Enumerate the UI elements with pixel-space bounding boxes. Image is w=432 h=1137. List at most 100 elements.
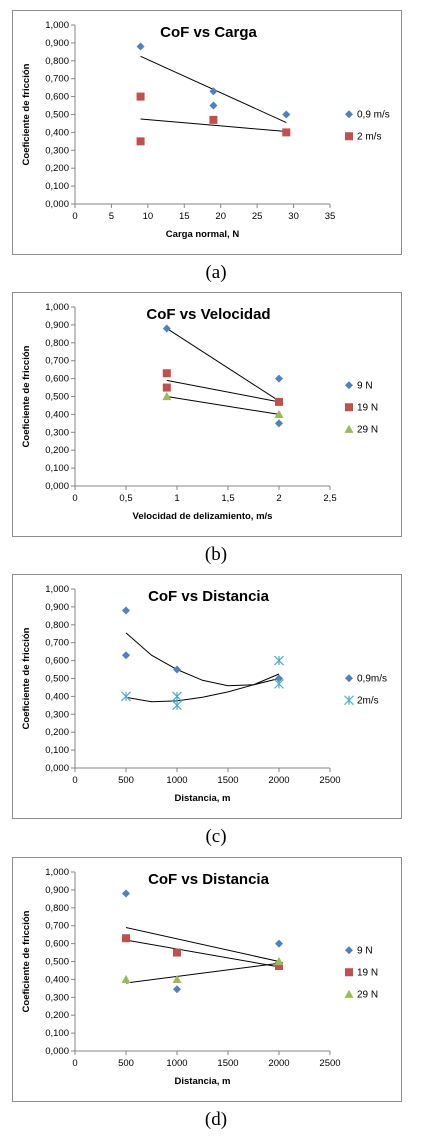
figure-caption: (c) bbox=[205, 826, 227, 847]
legend-label: 2m/s bbox=[357, 696, 379, 707]
x-tick-label: 2000 bbox=[268, 775, 289, 786]
y-tick-label: 0,500 bbox=[45, 674, 69, 685]
chart-panel-c: 0,000 0,100 0,200 0,300 0,400 0,500 0,600 0,700… bbox=[0, 574, 432, 850]
x-tick-label: 2,5 bbox=[323, 493, 336, 504]
figure-caption: (d) bbox=[204, 1109, 228, 1130]
chart-frame: 0,000 0,100 0,200 0,300 0,400 0,500 0,600 0,700… bbox=[12, 292, 402, 537]
data-point bbox=[162, 383, 171, 392]
trendline bbox=[125, 673, 280, 703]
legend-label: 19 N bbox=[357, 968, 378, 979]
legend-marker bbox=[344, 989, 354, 998]
x-axis-label: Carga normal, N bbox=[166, 229, 240, 240]
trendline bbox=[140, 118, 287, 133]
y-tick-label: 0,500 bbox=[45, 957, 69, 968]
y-tick-label: 0,700 bbox=[45, 356, 69, 367]
data-point bbox=[274, 678, 284, 689]
data-point bbox=[274, 957, 284, 966]
x-tick-label: 1 bbox=[174, 493, 179, 504]
data-point bbox=[282, 128, 291, 137]
y-tick-label: 0,900 bbox=[45, 602, 69, 613]
x-tick-label: 1000 bbox=[166, 1058, 187, 1069]
data-point bbox=[122, 934, 130, 943]
x-tick-label: 0 bbox=[72, 775, 77, 786]
x-tick-label: 2000 bbox=[268, 1058, 289, 1069]
chart-svg: 0,000 0,100 0,200 0,300 0,400 0,500 0,600 0,700… bbox=[21, 867, 378, 1087]
chart-panel-a: 0,000 0,100 0,200 0,300 0,400 0,500 0,600 0,700… bbox=[0, 10, 432, 286]
trendline bbox=[125, 927, 280, 962]
data-point bbox=[162, 369, 171, 378]
y-axis-label: Coeficiente de fricción bbox=[21, 345, 32, 447]
x-tick-label: 2500 bbox=[319, 1058, 340, 1069]
x-tick-label: 15 bbox=[179, 211, 190, 222]
chart-title: CoF vs Distancia bbox=[148, 588, 270, 605]
y-tick-label: 0,500 bbox=[45, 110, 69, 121]
data-point bbox=[121, 974, 131, 983]
y-tick-label: 0,600 bbox=[45, 656, 69, 667]
y-tick-label: 0,100 bbox=[45, 1028, 69, 1039]
y-tick-label: 0,400 bbox=[45, 127, 69, 138]
data-point bbox=[274, 409, 284, 418]
data-point bbox=[275, 939, 283, 948]
y-tick-label: 0,000 bbox=[45, 199, 69, 210]
y-tick-label: 0,000 bbox=[45, 481, 69, 492]
y-axis-label: Coeficiente de fricción bbox=[21, 910, 32, 1012]
data-point bbox=[136, 92, 145, 101]
y-tick-label: 1,000 bbox=[45, 584, 69, 595]
x-tick-label: 30 bbox=[288, 211, 299, 222]
x-axis-label: Velocidad de delizamiento, m/s bbox=[133, 511, 273, 522]
y-tick-label: 0,300 bbox=[45, 709, 69, 720]
data-point bbox=[173, 665, 181, 674]
trendline bbox=[166, 328, 280, 402]
y-tick-label: 0,800 bbox=[45, 56, 69, 67]
legend-label: 0,9m/s bbox=[357, 674, 387, 685]
y-tick-label: 0,100 bbox=[45, 745, 69, 756]
data-point bbox=[121, 691, 131, 702]
y-tick-label: 0,400 bbox=[45, 409, 69, 420]
data-point bbox=[275, 397, 283, 406]
legend-label: 29 N bbox=[357, 990, 378, 1001]
y-tick-label: 1,000 bbox=[45, 20, 69, 31]
figure-caption: (a) bbox=[205, 262, 227, 283]
x-tick-label: 0,5 bbox=[119, 493, 132, 504]
x-tick-label: 500 bbox=[118, 1058, 134, 1069]
y-tick-label: 0,800 bbox=[45, 338, 69, 349]
data-point bbox=[274, 655, 284, 666]
chart-panel-b: 0,000 0,100 0,200 0,300 0,400 0,500 0,600 0,700… bbox=[0, 292, 432, 568]
chart-svg: 0,000 0,100 0,200 0,300 0,400 0,500 0,600 0,700… bbox=[21, 20, 390, 240]
x-tick-label: 1500 bbox=[217, 1058, 238, 1069]
chart-title: CoF vs Distancia bbox=[148, 871, 270, 888]
y-tick-label: 0,600 bbox=[45, 939, 69, 950]
legend-marker bbox=[345, 946, 353, 955]
y-tick-label: 0,800 bbox=[45, 620, 69, 631]
data-point bbox=[122, 889, 130, 898]
x-tick-label: 1,5 bbox=[221, 493, 234, 504]
legend-marker bbox=[344, 695, 354, 706]
x-tick-label: 0 bbox=[72, 1058, 77, 1069]
x-tick-label: 500 bbox=[118, 775, 134, 786]
legend-marker bbox=[345, 674, 353, 683]
data-point bbox=[136, 42, 145, 51]
data-point bbox=[173, 985, 181, 994]
y-tick-label: 0,800 bbox=[45, 903, 69, 914]
chart-title: CoF vs Carga bbox=[160, 24, 257, 41]
y-tick-label: 1,000 bbox=[45, 867, 69, 878]
y-tick-label: 0,200 bbox=[45, 727, 69, 738]
data-point bbox=[122, 651, 130, 660]
legend-marker bbox=[345, 968, 353, 977]
y-tick-label: 0,600 bbox=[45, 92, 69, 103]
y-tick-label: 0,200 bbox=[45, 163, 69, 174]
chart-frame: 0,000 0,100 0,200 0,300 0,400 0,500 0,600 0,700… bbox=[12, 10, 402, 255]
y-axis-label: Coeficiente de fricción bbox=[21, 627, 32, 729]
data-point bbox=[209, 115, 218, 124]
data-point bbox=[275, 374, 283, 383]
y-tick-label: 0,500 bbox=[45, 392, 69, 403]
data-point bbox=[122, 606, 130, 615]
y-tick-label: 0,300 bbox=[45, 145, 69, 156]
data-point bbox=[275, 961, 283, 970]
data-point bbox=[275, 419, 283, 428]
legend-marker bbox=[345, 381, 353, 390]
x-tick-label: 2 bbox=[276, 493, 281, 504]
legend-label: 29 N bbox=[357, 425, 378, 436]
data-point bbox=[172, 691, 182, 702]
legend-marker bbox=[345, 110, 353, 119]
